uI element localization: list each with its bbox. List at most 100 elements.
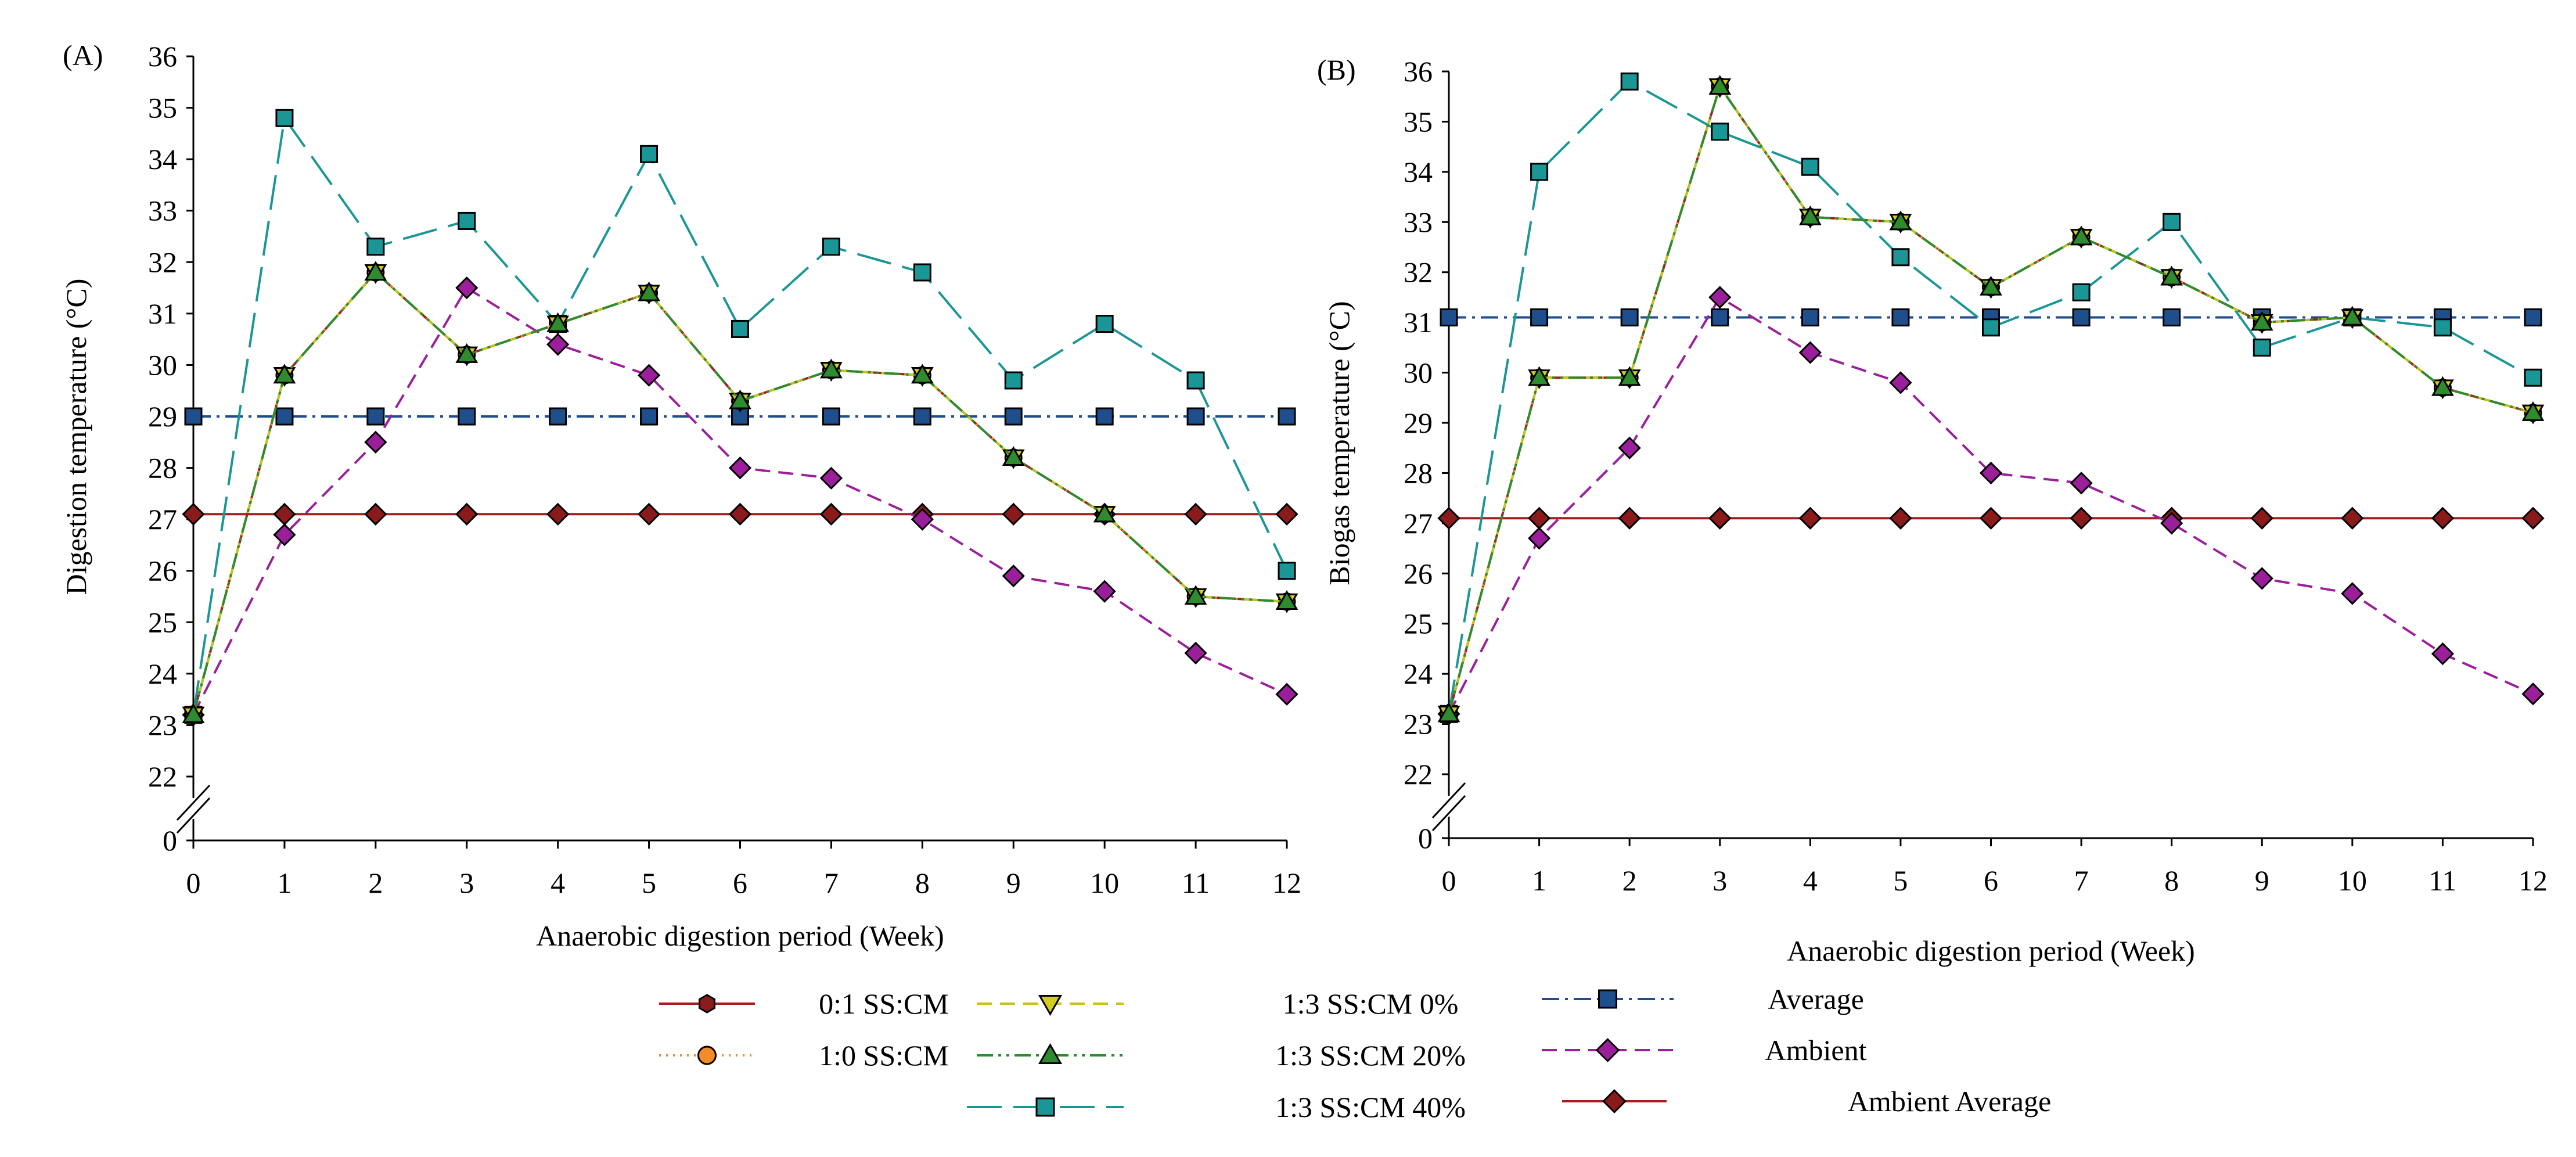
data-point	[1275, 590, 1298, 610]
data-point	[273, 523, 296, 547]
x-tick-label: 6	[1984, 864, 1998, 897]
y-tick-label: 25	[148, 606, 177, 638]
data-point	[729, 389, 751, 409]
data-point	[2070, 225, 2093, 246]
series-1-0-ss-cm	[1440, 77, 2542, 723]
series-line-1-3-ss-cm-20pct	[192, 271, 1287, 716]
series-line-0-1-ss-cm	[192, 271, 1287, 716]
legend-entry-1-3-ss-cm-40pct: 1:3 SS:CM 40%	[967, 1091, 1466, 1123]
data-point	[1620, 308, 1639, 326]
data-point	[728, 502, 752, 526]
series-0-1-ss-cm	[1441, 77, 2541, 724]
legend-entry-0-1-ss-cm: 0:1 SS:CM	[659, 987, 949, 1020]
series-ambient	[1437, 286, 2545, 725]
data-point	[2431, 506, 2455, 530]
data-point	[819, 466, 843, 490]
data-point	[546, 502, 570, 526]
data-point	[1095, 407, 1114, 426]
data-point	[1708, 286, 1732, 309]
y-tick-label: 23	[148, 709, 177, 741]
series-1-3-ss-cm-20pct	[1437, 75, 2545, 723]
data-point	[1093, 580, 1116, 603]
x-tick-label: 3	[459, 867, 474, 899]
series-line-0-1-ss-cm	[1448, 84, 2534, 714]
data-point	[1708, 506, 1732, 530]
data-point	[1708, 75, 1732, 95]
legend-label: 0:1 SS:CM	[819, 987, 949, 1020]
data-point	[2163, 308, 2181, 326]
series-line-ambient	[1448, 296, 2534, 715]
x-tick-label: 1	[1532, 864, 1546, 897]
data-point	[2433, 318, 2452, 337]
series-1-3-ss-cm-40pct	[1440, 72, 2542, 723]
data-point	[182, 502, 205, 526]
x-tick-label: 2	[368, 867, 383, 899]
data-point	[1002, 446, 1025, 466]
series-line-1-3-ss-cm-40pct	[1448, 80, 2534, 714]
series-line-1-3-ss-cm-20pct	[1448, 84, 2534, 714]
x-axis-label: Anaerobic digestion period (Week)	[536, 919, 944, 952]
series-line-1-3-ss-cm-0pct	[1448, 84, 2534, 714]
data-point	[2250, 506, 2273, 530]
data-point	[2341, 306, 2364, 326]
data-point	[458, 407, 476, 426]
x-tick-label: 10	[2338, 864, 2367, 897]
data-point	[1437, 702, 1460, 723]
data-point	[2072, 283, 2091, 301]
data-point	[1275, 682, 1298, 706]
data-point	[2070, 472, 2093, 495]
y-tick-label: 33	[148, 195, 177, 227]
data-point	[366, 238, 385, 256]
data-point	[1004, 407, 1023, 426]
legend-marker	[1038, 1043, 1063, 1064]
data-point	[1275, 502, 1298, 526]
axis-break	[1431, 782, 1466, 832]
data-point	[2431, 376, 2454, 396]
data-point	[2521, 682, 2545, 706]
y-tick-label: 29	[148, 400, 177, 433]
x-tick-label: 9	[1006, 867, 1021, 899]
data-point	[731, 319, 749, 338]
data-point	[1530, 308, 1549, 326]
data-point	[638, 281, 660, 301]
x-tick-label: 7	[2074, 864, 2089, 897]
data-point	[273, 502, 296, 526]
data-point	[1278, 562, 1296, 580]
data-point	[1798, 205, 1822, 225]
data-point	[1889, 371, 1912, 394]
data-point	[1889, 506, 1912, 530]
data-point	[1618, 436, 1641, 459]
data-point	[1095, 315, 1114, 333]
y-axis-label: Biogas temperature (°C)	[1323, 301, 1355, 585]
y-tick-label: 0	[163, 824, 177, 857]
legend-entry-1-3-ss-cm-0pct: 1:3 SS:CM 0%	[977, 987, 1458, 1020]
data-point	[182, 703, 205, 723]
legend-label: 1:3 SS:CM 0%	[1283, 987, 1459, 1020]
data-point	[2250, 311, 2273, 331]
data-point	[728, 456, 752, 480]
x-tick-label: 10	[1090, 867, 1119, 899]
panel-label: (B)	[1317, 53, 1356, 86]
data-point	[2524, 308, 2542, 326]
data-point	[640, 407, 659, 426]
series-ambient-average	[1437, 506, 2545, 530]
data-point	[1979, 461, 2003, 485]
y-tick-label: 29	[1404, 407, 1433, 439]
legend: 0:1 SS:CM 1:0 SS:CM 1:3 SS:CM 0% 1:3 SS:CM …	[659, 983, 2051, 1123]
x-tick-label: 3	[1712, 864, 1727, 897]
legend-entry-average: Average	[1542, 983, 1864, 1015]
data-point	[1184, 585, 1207, 605]
data-point	[1801, 157, 1819, 176]
data-point	[1618, 366, 1641, 386]
legend-label: Average	[1768, 983, 1864, 1015]
y-tick-label: 24	[148, 657, 177, 690]
y-tick-label: 28	[148, 452, 177, 484]
y-tick-label: 23	[1404, 708, 1433, 741]
data-point	[2341, 582, 2364, 605]
panel-label: (A)	[63, 39, 103, 71]
data-point	[1184, 502, 1207, 526]
legend-label: Ambient	[1765, 1034, 1867, 1066]
data-point	[366, 407, 385, 426]
data-point	[2070, 506, 2093, 530]
y-tick-label: 0	[1418, 822, 1433, 854]
